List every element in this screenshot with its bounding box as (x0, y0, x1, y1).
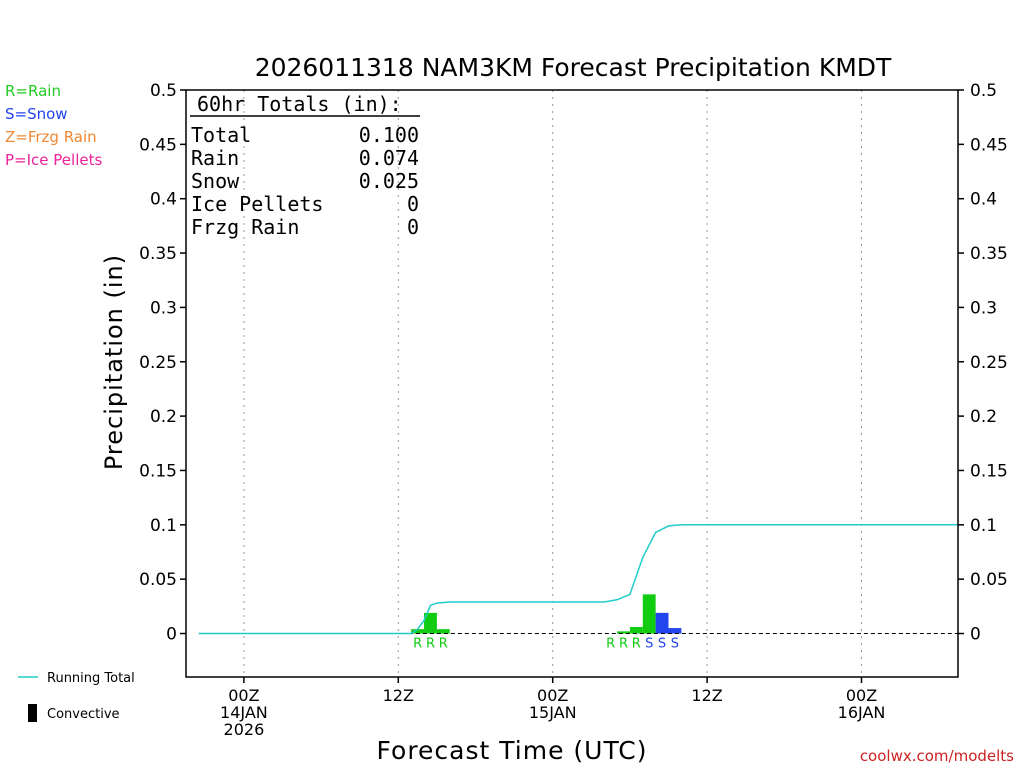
y-axis-right: 0 0.05 0.1 0.15 0.2 0.25 0.3 0.35 0.4 0.45 0.5 (958, 81, 1008, 645)
x-tick-label-1-1: 12Z (383, 686, 414, 705)
totals-label-2: Snow (191, 169, 240, 193)
y-axis-label: Precipitation (in) (100, 254, 128, 470)
totals-value-0: 0.100 (359, 123, 419, 147)
series-legend: Running Total Convective (18, 671, 135, 722)
bar-4 (629, 626, 643, 634)
bar-2 (436, 629, 450, 634)
type-legend-3: P=Ice Pellets (5, 151, 102, 169)
y-tick-label-left-4: 0.2 (150, 407, 177, 427)
x-axis-label: Forecast Time (UTC) (377, 736, 648, 765)
convective-legend-swatch (28, 704, 37, 722)
type-legend-0: R=Rain (5, 82, 61, 100)
y-tick-label-right-10: 0.5 (970, 81, 997, 101)
type-mark-8: S (671, 637, 679, 652)
totals-label-1: Rain (191, 146, 239, 170)
type-mark-1: R (426, 637, 435, 652)
bar-1 (424, 612, 437, 634)
y-tick-label-right-2: 0.1 (970, 516, 997, 536)
chart-title: 2026011318 NAM3KM Forecast Precipitation… (255, 53, 892, 82)
y-tick-label-right-7: 0.35 (970, 244, 1008, 264)
bar-0 (411, 629, 425, 634)
totals-value-3: 0 (407, 192, 419, 216)
x-tick-label-0-2: 14JAN (220, 703, 268, 722)
type-mark-2: R (439, 637, 448, 652)
y-tick-label-right-6: 0.3 (970, 298, 997, 318)
type-mark-3: R (606, 637, 615, 652)
totals-value-2: 0.025 (359, 169, 419, 193)
y-tick-label-right-9: 0.45 (970, 135, 1008, 155)
y-tick-label-left-5: 0.25 (139, 353, 177, 373)
grid-lines (243, 90, 862, 677)
type-legend: R=Rain S=Snow Z=Frzg Rain P=Ice Pellets (5, 82, 102, 169)
credit-text: coolwx.com/modelts (860, 747, 1014, 765)
y-tick-label-left-0: 0 (166, 625, 177, 645)
type-mark-0: R (413, 637, 422, 652)
x-tick-label-0-3: 2026 (224, 720, 265, 739)
y-tick-label-right-5: 0.25 (970, 353, 1008, 373)
totals-label-0: Total (191, 123, 251, 147)
totals-header: 60hr Totals (in): (197, 92, 402, 116)
totals-label-4: Frzg Rain (191, 215, 299, 239)
y-tick-label-left-7: 0.35 (139, 244, 177, 264)
y-tick-label-left-9: 0.45 (139, 135, 177, 155)
x-tick-label-4-1: 00Z (846, 686, 877, 705)
x-tick-label-0-1: 00Z (228, 686, 259, 705)
y-tick-label-left-10: 0.5 (150, 81, 177, 101)
y-tick-label-left-6: 0.3 (150, 298, 177, 318)
running-total-legend-label: Running Total (47, 671, 135, 686)
y-tick-label-right-0: 0 (970, 625, 981, 645)
type-mark-5: R (632, 637, 641, 652)
y-tick-label-right-1: 0.05 (970, 570, 1008, 590)
y-tick-label-left-8: 0.4 (150, 190, 177, 210)
x-tick-label-3-1: 12Z (691, 686, 722, 705)
bar-5 (642, 594, 656, 634)
x-tick-label-2-1: 00Z (537, 686, 568, 705)
type-mark-6: S (645, 637, 653, 652)
type-mark-4: R (619, 637, 628, 652)
totals-value-1: 0.074 (359, 146, 419, 170)
type-mark-7: S (658, 637, 666, 652)
bar-7 (668, 628, 682, 634)
y-tick-label-right-8: 0.4 (970, 190, 997, 210)
bar-3 (617, 631, 630, 634)
x-tick-label-2-2: 15JAN (529, 703, 577, 722)
totals-label-3: Ice Pellets (191, 192, 323, 216)
y-tick-label-right-3: 0.15 (970, 461, 1008, 481)
type-legend-1: S=Snow (5, 105, 68, 123)
type-legend-2: Z=Frzg Rain (5, 128, 97, 146)
totals-value-4: 0 (407, 215, 419, 239)
y-tick-label-left-1: 0.05 (139, 570, 177, 590)
totals-box: 60hr Totals (in): Total 0.100 Rain 0.074 Sno… (190, 92, 420, 239)
precip-bars (411, 594, 682, 634)
y-axis-left: 0 0.05 0.1 0.15 0.2 0.25 0.3 0.35 0.4 0.45 0.5 (139, 81, 186, 645)
y-tick-label-left-2: 0.1 (150, 516, 177, 536)
y-tick-label-left-3: 0.15 (139, 461, 177, 481)
y-tick-label-right-4: 0.2 (970, 407, 997, 427)
x-tick-label-4-2: 16JAN (838, 703, 886, 722)
plot-frame (185, 89, 959, 678)
running-total-line (198, 524, 958, 635)
bar-6 (655, 612, 669, 634)
convective-legend-label: Convective (47, 707, 120, 722)
